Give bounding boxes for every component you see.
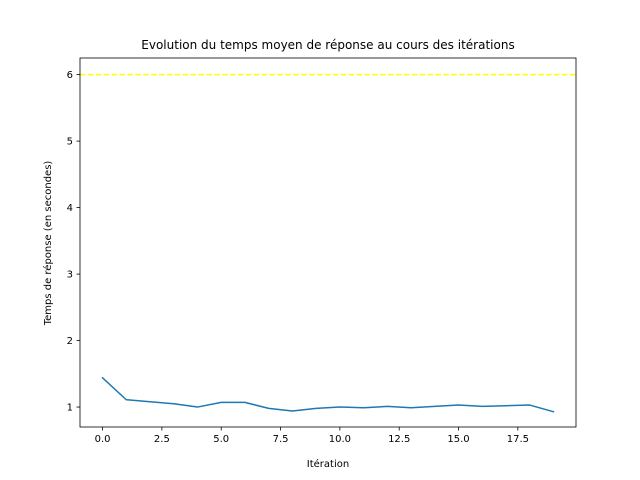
x-tick-label: 2.5 [154,434,170,445]
x-tick-label: 0.0 [95,434,111,445]
y-tick-label: 1 [67,403,73,414]
chart-title: Evolution du temps moyen de réponse au c… [141,38,514,52]
y-tick-label: 3 [67,270,73,281]
y-tick-label: 5 [67,137,73,148]
y-axis-label: Temps de réponse (en secondes) [42,161,54,327]
x-tick-label: 7.5 [273,434,289,445]
x-axis-label: Itération [307,458,349,470]
x-tick-label: 12.5 [388,434,410,445]
x-tick-label: 17.5 [507,434,529,445]
y-tick-label: 4 [67,203,73,214]
y-tick-label: 2 [67,336,73,347]
series-line-0 [101,376,555,413]
x-tick-label: 5.0 [213,434,229,445]
plot-area: 0.0 2.5 5.0 7.5 10.0 12.5 15.0 17.5 1 2 3 4 5 6 [67,57,577,445]
x-tick-label: 10.0 [329,434,351,445]
x-tick-label: 15.0 [447,434,469,445]
axes-frame [79,57,577,428]
y-tick-label: 6 [67,70,73,81]
